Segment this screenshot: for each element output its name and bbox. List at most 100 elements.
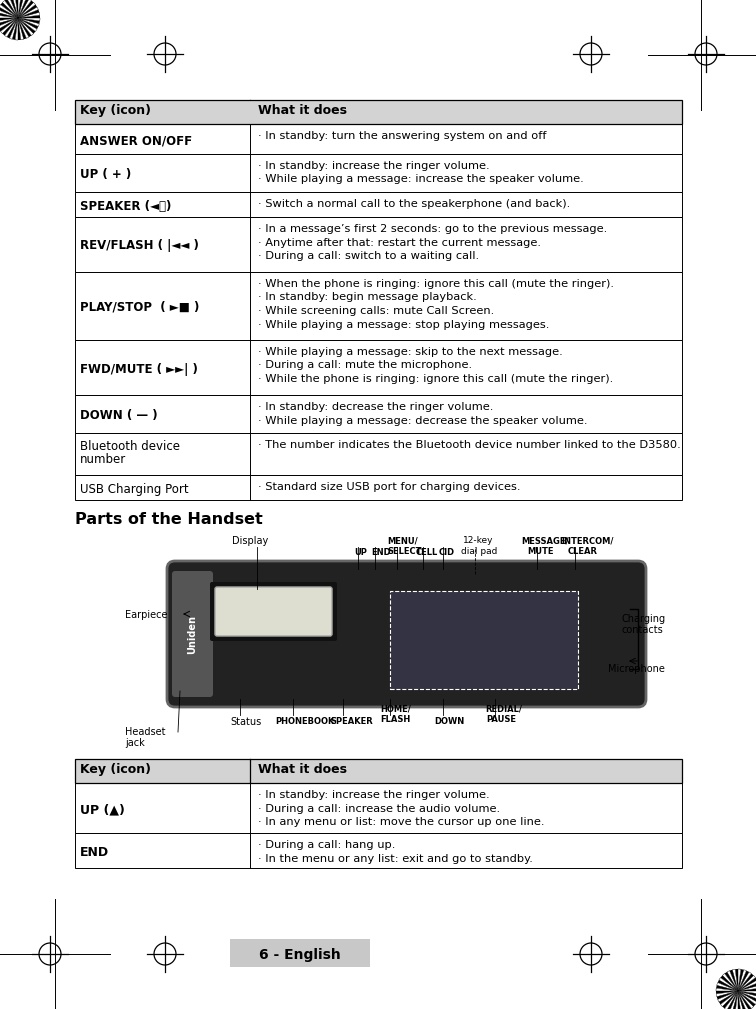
Wedge shape bbox=[717, 991, 738, 1000]
Text: Bluetooth device: Bluetooth device bbox=[80, 440, 180, 453]
Text: REV/FLASH ( |◄◄ ): REV/FLASH ( |◄◄ ) bbox=[80, 239, 199, 252]
Wedge shape bbox=[723, 974, 738, 991]
Wedge shape bbox=[18, 0, 26, 18]
Text: CELL: CELL bbox=[416, 548, 438, 557]
Wedge shape bbox=[724, 991, 738, 1009]
Text: · During a call: mute the microphone.: · During a call: mute the microphone. bbox=[258, 360, 472, 370]
FancyBboxPatch shape bbox=[215, 587, 332, 636]
Wedge shape bbox=[18, 0, 21, 18]
Wedge shape bbox=[18, 0, 23, 18]
Wedge shape bbox=[723, 991, 738, 1008]
Wedge shape bbox=[738, 972, 751, 991]
Wedge shape bbox=[18, 18, 26, 39]
FancyBboxPatch shape bbox=[215, 587, 332, 636]
Wedge shape bbox=[738, 991, 756, 1004]
Wedge shape bbox=[15, 0, 18, 18]
Wedge shape bbox=[18, 2, 36, 18]
Wedge shape bbox=[730, 991, 738, 1009]
Bar bbox=[75, 154, 682, 192]
Wedge shape bbox=[18, 5, 37, 18]
Wedge shape bbox=[18, 18, 37, 31]
Wedge shape bbox=[18, 18, 36, 33]
Text: Uniden: Uniden bbox=[187, 614, 197, 654]
Wedge shape bbox=[738, 991, 741, 1009]
Wedge shape bbox=[738, 991, 751, 1009]
Wedge shape bbox=[738, 976, 755, 991]
Wedge shape bbox=[18, 18, 32, 37]
Text: CLEAR: CLEAR bbox=[568, 547, 598, 556]
Text: · While the phone is ringing: ignore this call (mute the ringer).: · While the phone is ringing: ignore thi… bbox=[258, 374, 613, 384]
Wedge shape bbox=[0, 18, 18, 26]
Bar bbox=[75, 192, 682, 217]
Wedge shape bbox=[2, 18, 18, 35]
Text: · During a call: increase the audio volume.: · During a call: increase the audio volu… bbox=[258, 803, 500, 813]
Text: · In any menu or list: move the cursor up one line.: · In any menu or list: move the cursor u… bbox=[258, 817, 544, 827]
Text: HOME/: HOME/ bbox=[380, 704, 411, 713]
Wedge shape bbox=[738, 991, 756, 1002]
Text: DOWN ( — ): DOWN ( — ) bbox=[80, 409, 157, 422]
Bar bbox=[75, 433, 682, 475]
Wedge shape bbox=[717, 980, 738, 991]
Wedge shape bbox=[18, 15, 40, 18]
Wedge shape bbox=[18, 18, 39, 29]
Wedge shape bbox=[738, 971, 749, 991]
Bar bbox=[75, 272, 682, 340]
Wedge shape bbox=[738, 991, 756, 997]
Wedge shape bbox=[0, 18, 18, 21]
Text: UP: UP bbox=[354, 548, 367, 557]
Text: What it does: What it does bbox=[258, 763, 347, 776]
Text: FLASH: FLASH bbox=[380, 715, 411, 724]
Bar bbox=[75, 759, 682, 783]
Wedge shape bbox=[18, 12, 40, 18]
Wedge shape bbox=[735, 969, 738, 991]
Wedge shape bbox=[5, 18, 18, 37]
Text: Parts of the Handset: Parts of the Handset bbox=[75, 512, 263, 527]
Text: 12-key: 12-key bbox=[463, 536, 494, 545]
Text: · When the phone is ringing: ignore this call (mute the ringer).: · When the phone is ringing: ignore this… bbox=[258, 279, 614, 289]
Text: END: END bbox=[371, 548, 391, 557]
Text: · While playing a message: decrease the speaker volume.: · While playing a message: decrease the … bbox=[258, 416, 587, 426]
Wedge shape bbox=[730, 970, 738, 991]
Text: UP (▲): UP (▲) bbox=[80, 803, 125, 816]
Text: · Anytime after that: restart the current message.: · Anytime after that: restart the curren… bbox=[258, 237, 541, 247]
Text: REDIAL/: REDIAL/ bbox=[485, 704, 522, 713]
Text: PLAY/STOP  ( ►■ ): PLAY/STOP ( ►■ ) bbox=[80, 301, 200, 314]
Bar bbox=[75, 833, 682, 868]
Wedge shape bbox=[738, 986, 756, 991]
Wedge shape bbox=[0, 12, 18, 18]
Text: Display: Display bbox=[232, 536, 268, 546]
Text: SPEAKER: SPEAKER bbox=[330, 717, 373, 726]
Text: SELECT: SELECT bbox=[387, 547, 422, 556]
Text: What it does: What it does bbox=[258, 104, 347, 117]
Wedge shape bbox=[18, 18, 23, 39]
Wedge shape bbox=[738, 970, 746, 991]
Wedge shape bbox=[0, 7, 18, 18]
FancyBboxPatch shape bbox=[172, 571, 213, 697]
Wedge shape bbox=[719, 991, 738, 1004]
Text: jack: jack bbox=[125, 738, 144, 748]
Text: · In the menu or any list: exit and go to standby.: · In the menu or any list: exit and go t… bbox=[258, 854, 533, 864]
Wedge shape bbox=[5, 0, 18, 18]
Text: PHONEBOOK: PHONEBOOK bbox=[275, 717, 334, 726]
Bar bbox=[390, 591, 578, 689]
Wedge shape bbox=[738, 969, 741, 991]
Wedge shape bbox=[738, 991, 756, 1000]
Wedge shape bbox=[724, 972, 738, 991]
Wedge shape bbox=[18, 0, 32, 18]
Wedge shape bbox=[7, 18, 18, 38]
Text: · In standby: decrease the ringer volume.: · In standby: decrease the ringer volume… bbox=[258, 402, 494, 412]
Bar bbox=[75, 395, 682, 433]
Wedge shape bbox=[18, 18, 21, 40]
Text: · In standby: begin message playback.: · In standby: begin message playback. bbox=[258, 293, 477, 303]
FancyBboxPatch shape bbox=[167, 561, 646, 707]
Text: DOWN: DOWN bbox=[434, 717, 464, 726]
Wedge shape bbox=[727, 971, 738, 991]
Text: Key (icon): Key (icon) bbox=[80, 763, 151, 776]
Text: · In a message’s first 2 seconds: go to the previous message.: · In a message’s first 2 seconds: go to … bbox=[258, 224, 607, 234]
Wedge shape bbox=[2, 1, 18, 18]
Text: number: number bbox=[80, 453, 126, 466]
Wedge shape bbox=[738, 988, 756, 991]
Text: MENU/: MENU/ bbox=[387, 536, 417, 545]
Text: · In standby: turn the answering system on and off: · In standby: turn the answering system … bbox=[258, 131, 547, 141]
Wedge shape bbox=[18, 18, 33, 35]
